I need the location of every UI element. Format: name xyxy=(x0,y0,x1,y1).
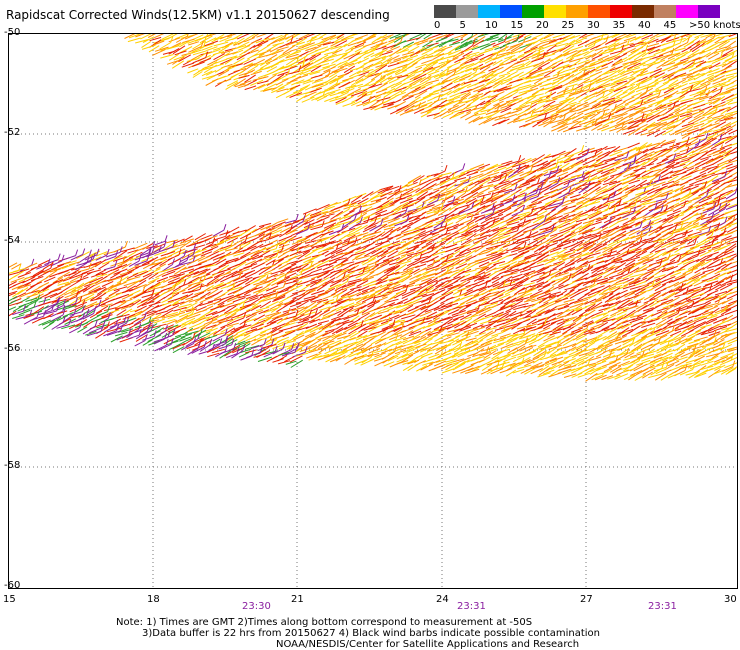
wind-barbs xyxy=(9,34,737,382)
time-label: 23:31 xyxy=(648,601,677,612)
lon-label: 18 xyxy=(147,594,160,605)
legend-label: 40 xyxy=(638,20,651,31)
footnote-line: NOAA/NESDIS/Center for Satellite Applica… xyxy=(276,639,580,650)
chart-title: Rapidscat Corrected Winds(12.5KM) v1.1 2… xyxy=(6,8,390,22)
lon-label: 30 xyxy=(724,594,737,605)
lat-label: -52 xyxy=(4,127,21,138)
lat-label: -58 xyxy=(4,460,21,471)
legend-label: >50 knots xyxy=(689,20,740,31)
legend-color-swatch xyxy=(434,5,456,18)
time-label: 23:31 xyxy=(457,601,486,612)
legend-label: 20 xyxy=(536,20,549,31)
lon-label: 21 xyxy=(291,594,304,605)
footnote-line: Note: 1) Times are GMT 2)Times along bot… xyxy=(116,617,533,628)
legend-labels: 0 5 10 15 20 25 30 35 40 45 >50 knots xyxy=(434,18,740,32)
legend-color-swatch xyxy=(588,5,610,18)
legend-color-swatch xyxy=(698,5,720,18)
legend-label: 25 xyxy=(561,20,575,31)
legend-label: 15 xyxy=(510,20,524,31)
legend-color-swatch xyxy=(566,5,588,18)
wind-map-plot xyxy=(8,33,738,589)
legend-color-swatch xyxy=(610,5,632,18)
lon-label: 15 xyxy=(3,594,16,605)
footnote-line: 3)Data buffer is 22 hrs from 20150627 4)… xyxy=(142,628,600,639)
legend-label: 10 xyxy=(485,20,498,31)
lat-label: -60 xyxy=(4,580,21,591)
wind-barb-field xyxy=(9,34,737,588)
lat-label: -50 xyxy=(4,27,21,38)
legend-swatches xyxy=(434,5,720,18)
legend-label: 0 xyxy=(434,20,441,31)
legend-color-swatch xyxy=(500,5,522,18)
lat-label: -54 xyxy=(4,235,21,246)
time-label: 23:30 xyxy=(242,601,271,612)
wind-speed-legend: 0 5 10 15 20 25 30 35 40 45 >50 knots xyxy=(434,5,740,32)
legend-color-swatch xyxy=(676,5,698,18)
legend-color-swatch xyxy=(632,5,654,18)
legend-label: 5 xyxy=(459,20,466,31)
lon-label: 27 xyxy=(580,594,593,605)
lat-label: -56 xyxy=(4,343,21,354)
legend-color-swatch xyxy=(522,5,544,18)
legend-color-swatch xyxy=(456,5,478,18)
legend-label: 30 xyxy=(587,20,600,31)
legend-label: 35 xyxy=(612,20,626,31)
legend-color-swatch xyxy=(544,5,566,18)
lon-label: 24 xyxy=(436,594,449,605)
legend-color-swatch xyxy=(478,5,500,18)
legend-color-swatch xyxy=(654,5,676,18)
legend-label: 45 xyxy=(663,20,677,31)
